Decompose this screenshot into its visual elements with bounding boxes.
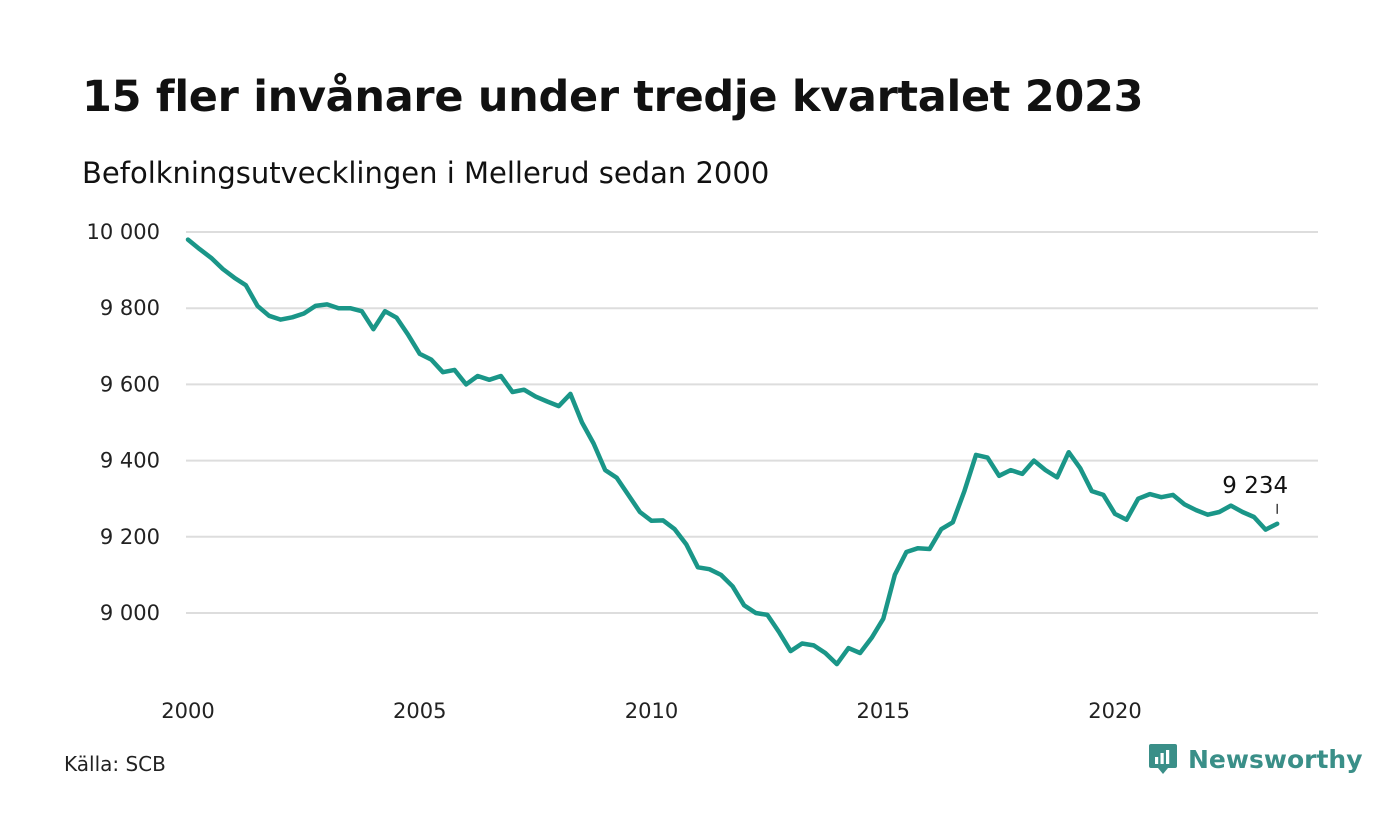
x-tick-label: 2015 — [857, 699, 910, 723]
y-tick-label: 9 600 — [100, 372, 160, 396]
chart-title: 15 fler invånare under tredje kvartalet … — [82, 72, 1144, 122]
y-tick-label: 9 800 — [100, 296, 160, 320]
x-axis-ticks: 2000 2005 2010 2015 2020 — [161, 699, 1141, 723]
last-value-label: 9 234 — [1222, 473, 1288, 499]
chart-subtitle: Befolkningsutvecklingen i Mellerud sedan… — [82, 156, 770, 190]
source-note: Källa: SCB — [64, 752, 166, 776]
brand-logo: Newsworthy — [1148, 742, 1363, 776]
x-tick-label: 2010 — [625, 699, 678, 723]
y-axis-ticks: 10 000 9 800 9 600 9 400 9 200 9 000 — [87, 220, 160, 625]
x-tick-label: 2000 — [161, 699, 214, 723]
x-tick-label: 2005 — [393, 699, 446, 723]
y-tick-label: 9 200 — [100, 525, 160, 549]
x-tick-label: 2020 — [1088, 699, 1141, 723]
y-tick-label: 9 000 — [100, 601, 160, 625]
grid-lines — [186, 231, 1318, 614]
y-tick-label: 9 400 — [100, 449, 160, 473]
newsworthy-logo-icon — [1149, 744, 1177, 774]
y-tick-label: 10 000 — [87, 220, 160, 244]
population-line — [185, 237, 1280, 667]
brand-name: Newsworthy — [1188, 744, 1363, 774]
